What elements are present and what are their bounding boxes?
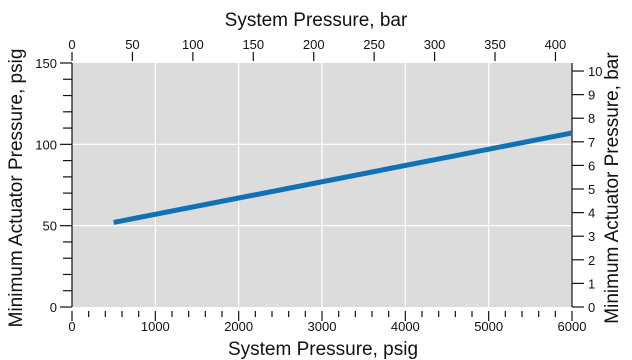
top-axis-title: System Pressure, bar — [225, 10, 408, 31]
bottom-tick-label: 0 — [68, 319, 75, 334]
left-tick-label: 0 — [50, 300, 57, 315]
series — [113, 130, 573, 225]
right-tick-label: 8 — [588, 111, 595, 126]
top-tick-label: 250 — [363, 37, 385, 52]
grid-lines — [72, 63, 572, 307]
right-tick-label: 4 — [588, 206, 595, 221]
bottom-tick-label: 3000 — [308, 319, 337, 334]
right-axis-title: Minimum Actuator Pressure, bar — [602, 52, 623, 324]
bottom-tick-label: 2000 — [224, 319, 253, 334]
top-tick-label: 300 — [424, 37, 446, 52]
top-tick-label: 0 — [68, 37, 75, 52]
top-tick-label: 400 — [545, 37, 567, 52]
left-axis-title: Minimum Actuator Pressure, psig — [6, 49, 27, 328]
top-tick-label: 50 — [125, 37, 139, 52]
left-tick-label: 100 — [35, 137, 57, 152]
bottom-tick-label: 5000 — [474, 319, 503, 334]
top-tick-label: 200 — [303, 37, 325, 52]
right-tick-label: 1 — [588, 276, 595, 291]
left-tick-label: 150 — [35, 56, 57, 71]
left-tick-label: 50 — [43, 219, 57, 234]
bottom-axis-title: System Pressure, psig — [228, 339, 418, 360]
right-tick-label: 3 — [588, 229, 595, 244]
bottom-tick-label: 4000 — [391, 319, 420, 334]
ticks — [60, 52, 584, 321]
bottom-tick-label: 1000 — [141, 319, 170, 334]
series-line — [113, 130, 573, 225]
right-tick-label: 2 — [588, 253, 595, 268]
right-tick-label: 0 — [588, 300, 595, 315]
bottom-tick-label: 6000 — [558, 319, 587, 334]
top-tick-label: 100 — [182, 37, 204, 52]
right-tick-label: 9 — [588, 88, 595, 103]
top-tick-label: 350 — [484, 37, 506, 52]
top-tick-label: 150 — [242, 37, 264, 52]
right-tick-label: 6 — [588, 158, 595, 173]
right-tick-label: 10 — [588, 64, 602, 79]
axes — [71, 63, 573, 307]
right-tick-label: 5 — [588, 182, 595, 197]
right-tick-label: 7 — [588, 135, 595, 150]
